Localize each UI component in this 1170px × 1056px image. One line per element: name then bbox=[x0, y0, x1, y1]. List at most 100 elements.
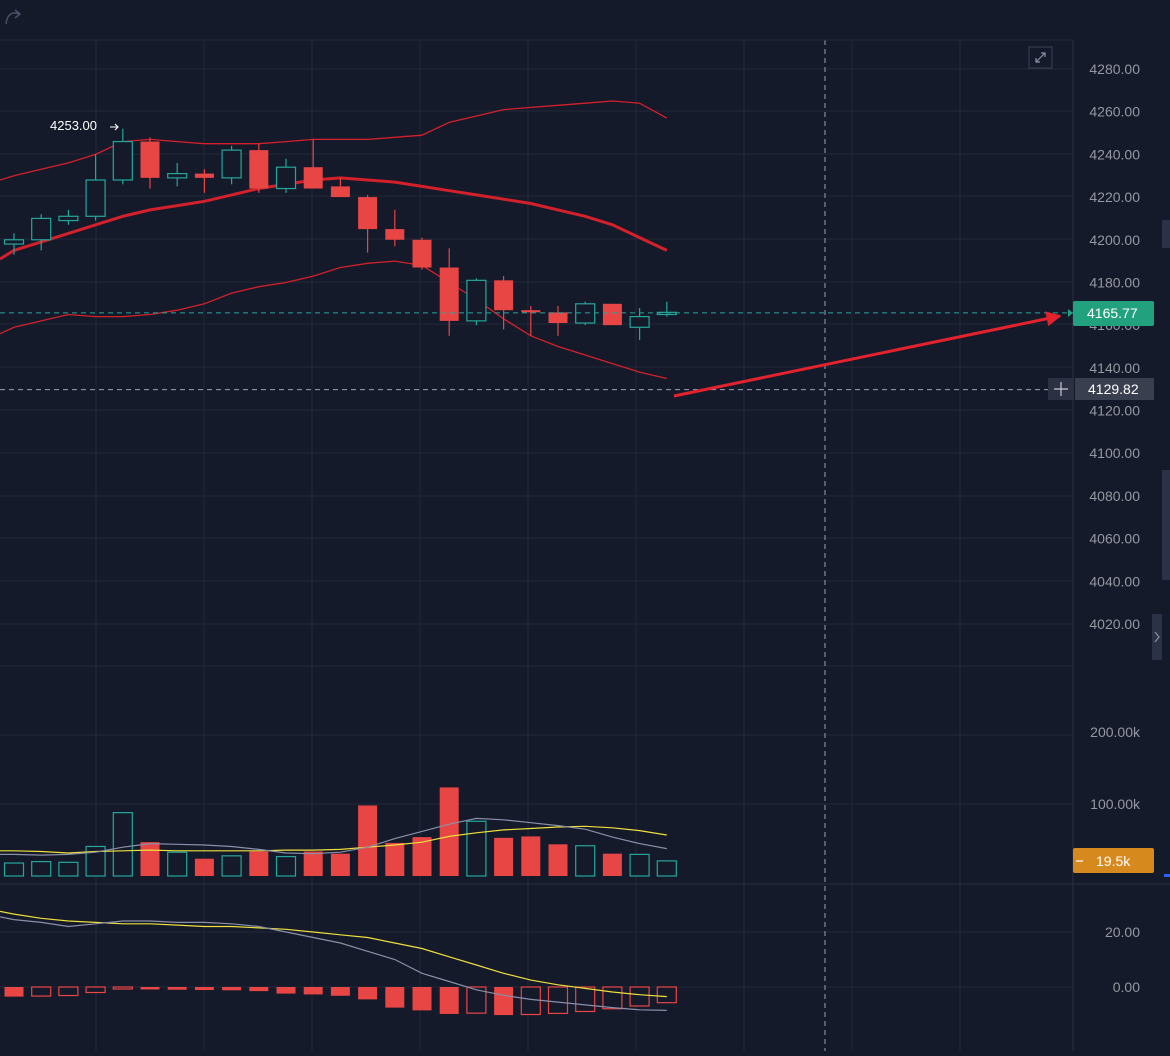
fullscreen-icon[interactable] bbox=[1028, 46, 1053, 69]
bollinger-middle-line bbox=[0, 176, 668, 261]
volume-bar bbox=[303, 851, 323, 876]
volume-bar bbox=[466, 820, 487, 877]
scrollbar-track[interactable] bbox=[1162, 470, 1170, 580]
candle bbox=[3, 233, 25, 255]
candle-body bbox=[439, 267, 459, 321]
candle-body bbox=[521, 310, 541, 313]
candle-body bbox=[548, 312, 568, 324]
candle bbox=[575, 301, 596, 326]
volume-bar bbox=[112, 812, 133, 877]
macd-bar bbox=[249, 987, 269, 992]
macd-bar bbox=[167, 987, 187, 990]
collapse-panel-button[interactable] bbox=[1152, 614, 1162, 660]
price-tick-label: 4220.00 bbox=[1089, 189, 1140, 205]
volume-bar bbox=[439, 787, 459, 876]
candle-body bbox=[194, 173, 214, 178]
candle bbox=[412, 237, 432, 270]
price-tick-label: 4240.00 bbox=[1089, 146, 1140, 162]
price-tick-label: 4020.00 bbox=[1089, 616, 1140, 632]
candle-body bbox=[494, 280, 514, 311]
high-annotation-label: 4253.00 bbox=[50, 118, 97, 133]
price-tick-label: 4100.00 bbox=[1089, 445, 1140, 461]
crosshair-plus-icon bbox=[1054, 382, 1068, 396]
candle bbox=[275, 158, 297, 193]
scrollbar-thumb[interactable] bbox=[1162, 220, 1170, 248]
candle bbox=[249, 143, 269, 193]
price-tick-label: 4040.00 bbox=[1089, 573, 1140, 589]
candle-body bbox=[140, 141, 160, 178]
volume-bar bbox=[58, 861, 79, 877]
volume-marker bbox=[1164, 874, 1170, 877]
volume-bar bbox=[31, 860, 52, 877]
price-tick-label: 4180.00 bbox=[1089, 274, 1140, 290]
grid bbox=[0, 40, 1170, 1051]
volume-tick-label: 200.00k bbox=[1090, 724, 1141, 740]
candle-body bbox=[167, 172, 188, 179]
macd-bar bbox=[629, 986, 650, 1007]
high-arrow-icon bbox=[110, 123, 119, 131]
price-tick-label: 4280.00 bbox=[1089, 61, 1140, 77]
candle-body bbox=[466, 279, 487, 322]
redo-icon[interactable] bbox=[5, 9, 22, 25]
overlays bbox=[0, 40, 1073, 1051]
volume-bar bbox=[194, 858, 214, 876]
price-tick-label: 4260.00 bbox=[1089, 104, 1140, 120]
candle bbox=[140, 137, 160, 189]
volume-bar bbox=[629, 853, 650, 877]
bollinger-lower-line bbox=[0, 260, 667, 380]
candle-body bbox=[275, 166, 297, 190]
candle-body bbox=[602, 303, 622, 326]
macd-bar bbox=[358, 987, 378, 1000]
candle bbox=[358, 194, 378, 253]
candle bbox=[466, 278, 487, 326]
candle-body bbox=[303, 167, 323, 189]
macd-bar bbox=[547, 986, 569, 1014]
candle bbox=[221, 145, 242, 185]
volume-bar bbox=[249, 851, 269, 876]
volume-bar bbox=[412, 837, 432, 876]
macd-bar bbox=[412, 987, 432, 1011]
candle bbox=[194, 169, 214, 193]
macd-bar bbox=[194, 987, 214, 991]
candlesticks bbox=[3, 128, 677, 341]
volume-bar bbox=[275, 855, 297, 877]
volume-bar bbox=[494, 837, 514, 876]
crosshair-price-label: 4129.82 bbox=[1088, 381, 1139, 397]
volume-bar bbox=[602, 853, 622, 876]
volume-bar bbox=[385, 842, 405, 876]
annotation-arrow bbox=[673, 311, 1062, 398]
volume-bar bbox=[140, 842, 160, 876]
candle-body bbox=[85, 179, 106, 217]
volume-bar bbox=[548, 844, 568, 876]
candle bbox=[303, 139, 323, 189]
volume-bar bbox=[358, 805, 378, 876]
price-tick-label: 4080.00 bbox=[1089, 488, 1140, 504]
candle-body bbox=[58, 215, 79, 222]
candle bbox=[629, 308, 650, 341]
volume-bar bbox=[575, 845, 596, 877]
candle bbox=[521, 305, 541, 336]
macd-bar bbox=[575, 986, 596, 1013]
macd-bar bbox=[222, 987, 242, 991]
candle bbox=[656, 301, 677, 317]
candle bbox=[31, 214, 52, 251]
macd-bar bbox=[385, 987, 405, 1008]
macd-signal-line bbox=[0, 910, 667, 998]
bollinger-upper-line bbox=[0, 100, 668, 181]
volume-badge: 19.5k bbox=[1073, 848, 1154, 873]
macd-line bbox=[0, 916, 667, 1011]
candle bbox=[494, 276, 514, 330]
candle-body bbox=[3, 239, 25, 245]
candle-body bbox=[385, 229, 405, 240]
candle-body bbox=[412, 239, 432, 268]
candle bbox=[85, 154, 106, 221]
price-tick-label: 4200.00 bbox=[1089, 232, 1140, 248]
candle bbox=[58, 209, 79, 225]
volume-bar bbox=[85, 845, 106, 877]
macd-bar bbox=[303, 987, 323, 995]
macd-bar bbox=[656, 986, 677, 1004]
macd-bar bbox=[520, 986, 541, 1016]
macd-bar bbox=[85, 986, 106, 994]
